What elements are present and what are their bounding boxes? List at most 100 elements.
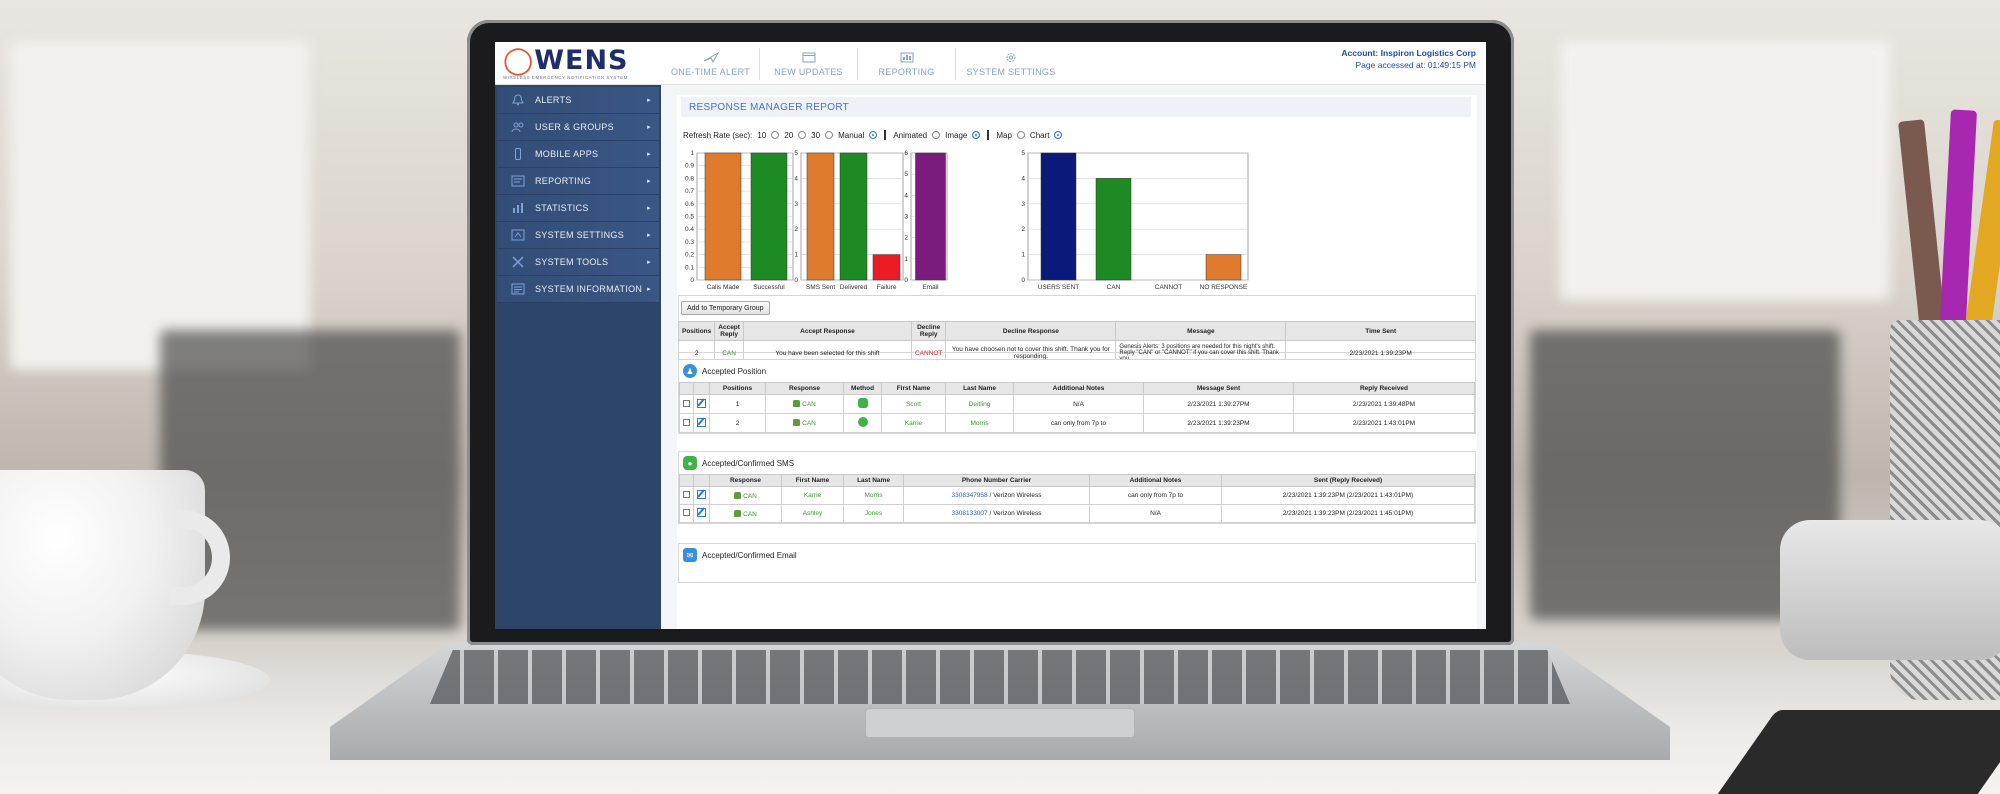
cell-position: 1 [709, 394, 766, 414]
column-header: Reply Received [1293, 382, 1475, 395]
logo-subtitle: WIRELESS EMERGENCY NOTIFICATION SYSTEM [503, 75, 628, 80]
sidebar-item-statistics[interactable]: STATISTICS ▸ [497, 195, 659, 222]
refresh-radio-manual[interactable] [869, 131, 878, 139]
y-tick-label: 0 [794, 277, 798, 284]
sidebar-item-system-settings[interactable]: SYSTEM SETTINGS ▸ [497, 222, 659, 249]
add-to-temporary-group-button[interactable]: Add to Temporary Group [681, 301, 770, 315]
column-header: Last Name [843, 474, 904, 487]
phone-number-link[interactable]: 3308133007 [951, 510, 988, 517]
chevron-right-icon: ▸ [647, 97, 651, 104]
account-name: Account: Inspiron Logistics Corp [1341, 48, 1476, 58]
bar [872, 254, 901, 281]
cell-notes: can only from 7p to [1013, 413, 1144, 433]
tools-icon [512, 256, 524, 268]
view-radio-map[interactable] [1016, 131, 1025, 139]
wens-logo[interactable]: ◯WENS WIRELESS EMERGENCY NOTIFICATION SY… [503, 47, 663, 81]
sidebar-item-label: STATISTICS [535, 203, 589, 213]
chevron-right-icon: ▸ [647, 205, 651, 212]
row-checkbox[interactable] [683, 418, 690, 426]
sidebar-item-system-tools[interactable]: SYSTEM TOOLS ▸ [497, 249, 659, 276]
topnav-system-settings[interactable]: SYSTEM SETTINGS [956, 48, 1066, 80]
section-title: Accepted/Confirmed Email [702, 550, 797, 560]
sidebar-item-reporting[interactable]: REPORTING ▸ [497, 168, 659, 195]
row-checkbox[interactable] [683, 399, 690, 407]
refresh-radio-30[interactable] [825, 131, 834, 139]
sidebar-item-label: SYSTEM INFORMATION [535, 284, 643, 294]
column-header: Response [709, 474, 782, 487]
chevron-right-icon: ▸ [647, 124, 651, 131]
edit-icon[interactable] [697, 398, 706, 408]
chevron-right-icon: ▸ [647, 259, 651, 266]
phone-number-link[interactable]: 3308347958 [951, 492, 988, 499]
table-row: 1 CAN Scott Deitling N/A 2/23/2021 1:39:… [679, 394, 1475, 414]
cell-first-name: Scott [881, 394, 946, 414]
sidebar-item-user-groups[interactable]: USER & GROUPS ▸ [497, 114, 659, 141]
section-title: Accepted Position [702, 366, 767, 376]
sidebar-item-label: USER & GROUPS [535, 122, 614, 132]
topnav-new-updates[interactable]: NEW UPDATES [760, 48, 858, 80]
column-header-edit [693, 382, 710, 395]
topnav-label: NEW UPDATES [774, 66, 843, 77]
section-header: ● Accepted/Confirmed SMS [679, 452, 1475, 474]
bar-chart-icon [513, 203, 523, 213]
sidebar-item-system-information[interactable]: SYSTEM INFORMATION ▸ [497, 276, 659, 303]
y-tick-label: 5 [1021, 150, 1025, 157]
accepted-sms-section: ● Accepted/Confirmed SMS Response First … [678, 451, 1476, 524]
sidebar-item-alerts[interactable]: ALERTS ▸ [497, 87, 659, 114]
y-tick-label: 4 [1021, 175, 1025, 182]
refresh-controls: Refresh Rate (sec): 10 20 30 Manual Anim… [683, 130, 1063, 140]
sidebar-item-label: MOBILE APPS [535, 149, 599, 159]
bar [1040, 152, 1077, 281]
refresh-radio-10[interactable] [771, 131, 780, 139]
topnav-label: SYSTEM SETTINGS [966, 66, 1056, 77]
x-category-label: CAN [1107, 284, 1121, 291]
x-category-label: NO RESPONSE [1200, 284, 1248, 291]
blurred-shelf [10, 40, 310, 370]
sidebar-item-mobile-apps[interactable]: MOBILE APPS ▸ [497, 141, 659, 168]
y-tick-label: 3 [1021, 201, 1025, 208]
top-nav: ONE-TIME ALERT NEW UPDATES REPORTING SYS… [662, 48, 1066, 80]
row-checkbox[interactable] [683, 509, 690, 516]
sidebar-item-label: SYSTEM TOOLS [535, 257, 609, 267]
desk-device [1780, 520, 2000, 660]
column-header: Phone Number Carrier [903, 474, 1090, 487]
view-radio-chart[interactable] [1054, 131, 1063, 139]
edit-icon[interactable] [697, 417, 706, 427]
y-tick-label: 0.6 [685, 201, 694, 208]
row-checkbox[interactable] [683, 491, 690, 498]
send-icon [703, 51, 719, 63]
blurred-shelf [1560, 40, 1890, 300]
accepted-sms-table: Response First Name Last Name Phone Numb… [679, 474, 1475, 523]
window-icon [802, 52, 815, 62]
y-tick-label: 1 [690, 150, 694, 157]
refresh-radio-20[interactable] [798, 131, 807, 139]
mode-radio-animated[interactable] [932, 131, 941, 139]
y-tick-label: 0.4 [685, 226, 694, 233]
thumbs-up-icon [793, 400, 801, 407]
sidebar: ALERTS ▸ USER & GROUPS ▸ MOBILE APPS ▸ R… [495, 85, 661, 629]
table-header-row: Positions Accept Reply Accept Response D… [677, 321, 1476, 341]
thumbs-up-icon [793, 419, 801, 426]
cell-reply-received: 2/23/2021 1:43:01PM [1293, 413, 1475, 433]
cell-response: CAN [765, 413, 844, 433]
mode-radio-image[interactable] [972, 131, 981, 139]
y-tick-label: 0.5 [685, 214, 694, 221]
topnav-reporting[interactable]: REPORTING [858, 48, 956, 80]
gear-icon [1006, 52, 1016, 62]
main-content: RESPONSE MANAGER REPORT Refresh Rate (se… [661, 85, 1486, 629]
cell-phone-carrier: 3308133007 / Verizon Wireless [903, 504, 1090, 523]
edit-icon[interactable] [697, 508, 706, 517]
page-accessed-time: Page accessed at: 01:49:15 PM [1355, 60, 1477, 70]
cell-response: CAN [709, 486, 782, 505]
cell-response: CAN [765, 394, 844, 414]
bar [806, 152, 835, 281]
cell-reply-received: 2/23/2021 1:39:48PM [1293, 394, 1475, 414]
refresh-label: Refresh Rate (sec): [683, 130, 753, 140]
y-tick-label: 2 [1021, 226, 1025, 233]
edit-icon[interactable] [697, 490, 706, 499]
topnav-one-time-alert[interactable]: ONE-TIME ALERT [662, 48, 760, 80]
refresh-option-label: 30 [811, 130, 821, 140]
y-tick-label: 3 [904, 214, 908, 221]
page-title: RESPONSE MANAGER REPORT [681, 97, 1471, 117]
laptop-keyboard [430, 650, 1570, 704]
